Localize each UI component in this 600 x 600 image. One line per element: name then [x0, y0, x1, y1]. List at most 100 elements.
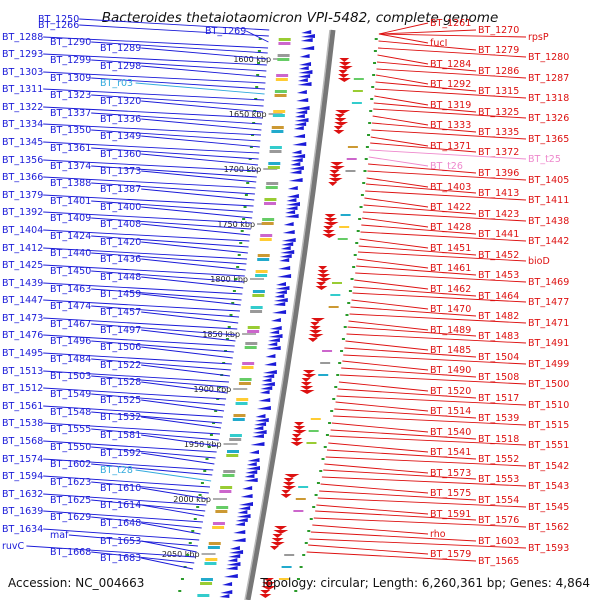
right-gene-label-bt-1483[interactable]: BT_1483 — [478, 331, 519, 342]
left-gene-label-bt-1632[interactable]: BT_1632 — [2, 489, 43, 500]
reverse-gene-arrow[interactable] — [292, 142, 307, 146]
right-gene-label-bt-1452[interactable]: BT_1452 — [478, 250, 519, 261]
left-gene-label-bt-1538[interactable]: BT_1538 — [2, 418, 43, 429]
forward-gene-arrow[interactable] — [269, 546, 279, 550]
reverse-gene-arrow[interactable] — [254, 418, 269, 422]
forward-gene-arrow[interactable] — [322, 234, 337, 238]
left-gene-label-bt-1648[interactable]: BT_1648 — [100, 518, 141, 529]
reverse-gene-arrow[interactable] — [294, 114, 305, 118]
left-gene-label-bt-1360[interactable]: BT_1360 — [100, 149, 141, 160]
left-gene-label-bt-1298[interactable]: BT_1298 — [100, 61, 141, 72]
reverse-gene-arrow[interactable] — [273, 302, 286, 306]
left-gene-label-bt-1614[interactable]: BT_1614 — [100, 500, 141, 511]
reverse-gene-arrow[interactable] — [280, 250, 295, 254]
forward-gene-arrow[interactable] — [337, 78, 351, 82]
reverse-gene-arrow[interactable] — [270, 318, 281, 322]
forward-gene-arrow[interactable] — [317, 274, 331, 278]
right-gene-label-bt-1471[interactable]: BT_1471 — [528, 318, 569, 329]
reverse-gene-arrow[interactable] — [290, 158, 303, 162]
forward-gene-arrow[interactable] — [338, 74, 350, 78]
left-gene-label-bt-1420[interactable]: BT_1420 — [100, 237, 141, 248]
right-gene-label-bt-1499[interactable]: BT_1499 — [528, 359, 569, 370]
reverse-gene-arrow[interactable] — [278, 266, 291, 270]
left-gene-label-bt-1592[interactable]: BT_1592 — [100, 448, 141, 459]
reverse-gene-arrow[interactable] — [219, 594, 230, 598]
right-gene-label-bt-1552[interactable]: BT_1552 — [478, 454, 519, 465]
reverse-gene-arrow[interactable] — [254, 422, 267, 426]
left-gene-label-bt-1269[interactable]: BT_1269 — [205, 26, 246, 37]
reverse-gene-arrow[interactable] — [268, 334, 283, 338]
left-gene-label-bt-1555[interactable]: BT_1555 — [50, 424, 91, 435]
reverse-gene-arrow[interactable] — [226, 562, 241, 566]
right-gene-label-bt-1413[interactable]: BT_1413 — [478, 188, 519, 199]
forward-gene-arrow[interactable] — [324, 218, 338, 222]
forward-gene-arrow[interactable] — [328, 182, 338, 186]
right-gene-label-bt-1540[interactable]: BT_1540 — [430, 427, 471, 438]
forward-gene-arrow[interactable] — [338, 66, 353, 70]
reverse-gene-arrow[interactable] — [297, 82, 312, 86]
left-gene-label-bt-1350[interactable]: BT_1350 — [50, 125, 91, 136]
reverse-gene-arrow[interactable] — [231, 538, 246, 542]
right-gene-label-bt-1543[interactable]: BT_1543 — [528, 481, 569, 492]
reverse-gene-arrow[interactable] — [250, 442, 265, 446]
right-gene-label-bt-1318[interactable]: BT_1318 — [528, 93, 569, 104]
right-gene-label-bt-1326[interactable]: BT_1326 — [528, 113, 569, 124]
reverse-gene-arrow[interactable] — [291, 154, 306, 158]
reverse-gene-arrow[interactable] — [269, 326, 282, 330]
right-gene-label-bt-1441[interactable]: BT_1441 — [478, 229, 519, 240]
left-gene-label-bt-1387[interactable]: BT_1387 — [100, 184, 141, 195]
reverse-gene-arrow[interactable] — [246, 466, 261, 470]
right-gene-label-bt-1286[interactable]: BT_1286 — [478, 66, 519, 77]
left-gene-label-bt-1522[interactable]: BT_1522 — [100, 360, 141, 371]
left-gene-label-bt-1548[interactable]: BT_1548 — [50, 407, 91, 418]
reverse-gene-arrow[interactable] — [229, 546, 240, 550]
forward-gene-arrow[interactable] — [334, 118, 347, 122]
reverse-gene-arrow[interactable] — [281, 242, 294, 246]
right-gene-label-bt-1464[interactable]: BT_1464 — [478, 291, 519, 302]
forward-gene-arrow[interactable] — [333, 126, 343, 130]
reverse-gene-arrow[interactable] — [220, 590, 233, 594]
left-gene-label-bt-1683[interactable]: BT_1683 — [100, 553, 141, 564]
left-gene-label-bt-1594[interactable]: BT_1594 — [2, 471, 43, 482]
reverse-gene-arrow[interactable] — [238, 506, 251, 510]
right-gene-label-bt-1287[interactable]: BT_1287 — [528, 73, 569, 84]
right-gene-label-bt-1482[interactable]: BT_1482 — [478, 311, 519, 322]
right-gene-label-bt-1603[interactable]: BT_1603 — [478, 536, 519, 547]
reverse-gene-arrow[interactable] — [284, 214, 299, 218]
reverse-gene-arrow[interactable] — [285, 210, 296, 214]
reverse-gene-arrow[interactable] — [285, 202, 300, 206]
left-gene-label-bt-1450[interactable]: BT_1450 — [50, 266, 91, 277]
left-gene-label-bt-1293[interactable]: BT_1293 — [2, 49, 43, 60]
reverse-gene-arrow[interactable] — [289, 170, 302, 174]
right-gene-label-bt-1508[interactable]: BT_1508 — [478, 372, 519, 383]
forward-gene-arrow[interactable] — [291, 438, 303, 442]
right-gene-label-bt-1372[interactable]: BT_1372 — [478, 147, 519, 158]
right-gene-label-bt-1477[interactable]: BT_1477 — [528, 297, 569, 308]
forward-gene-arrow[interactable] — [309, 326, 321, 330]
right-gene-label-bt-1515[interactable]: BT_1515 — [528, 420, 569, 431]
right-gene-label-bt-1545[interactable]: BT_1545 — [528, 502, 569, 513]
right-gene-label-bt-1517[interactable]: BT_1517 — [478, 393, 519, 404]
right-gene-label-bt-1573[interactable]: BT_1573 — [430, 468, 471, 479]
reverse-gene-arrow[interactable] — [289, 166, 304, 170]
forward-gene-arrow[interactable] — [322, 230, 335, 234]
right-gene-label-bt-1591[interactable]: BT_1591 — [430, 509, 471, 520]
forward-gene-arrow[interactable] — [323, 226, 334, 230]
left-gene-label-bt-1440[interactable]: BT_1440 — [50, 248, 91, 259]
right-gene-label-bt-1489[interactable]: BT_1489 — [430, 325, 471, 336]
forward-gene-arrow[interactable] — [338, 70, 348, 74]
forward-gene-arrow[interactable] — [339, 62, 352, 66]
forward-gene-arrow[interactable] — [280, 494, 292, 498]
left-gene-label-bt-1309[interactable]: BT_1309 — [50, 73, 91, 84]
right-gene-label-bt-t25[interactable]: BT_t25 — [528, 154, 561, 165]
forward-gene-arrow[interactable] — [316, 282, 327, 286]
left-gene-label-bt-1334[interactable]: BT_1334 — [2, 119, 43, 130]
left-gene-label-bt-1625[interactable]: BT_1625 — [50, 495, 91, 506]
forward-gene-arrow[interactable] — [301, 378, 311, 382]
forward-gene-arrow[interactable] — [284, 474, 300, 478]
reverse-gene-arrow[interactable] — [282, 230, 295, 234]
reverse-gene-arrow[interactable] — [245, 470, 258, 474]
left-gene-label-bt-1303[interactable]: BT_1303 — [2, 67, 43, 78]
right-gene-label-bt-1325[interactable]: BT_1325 — [478, 107, 519, 118]
forward-gene-arrow[interactable] — [329, 174, 342, 178]
